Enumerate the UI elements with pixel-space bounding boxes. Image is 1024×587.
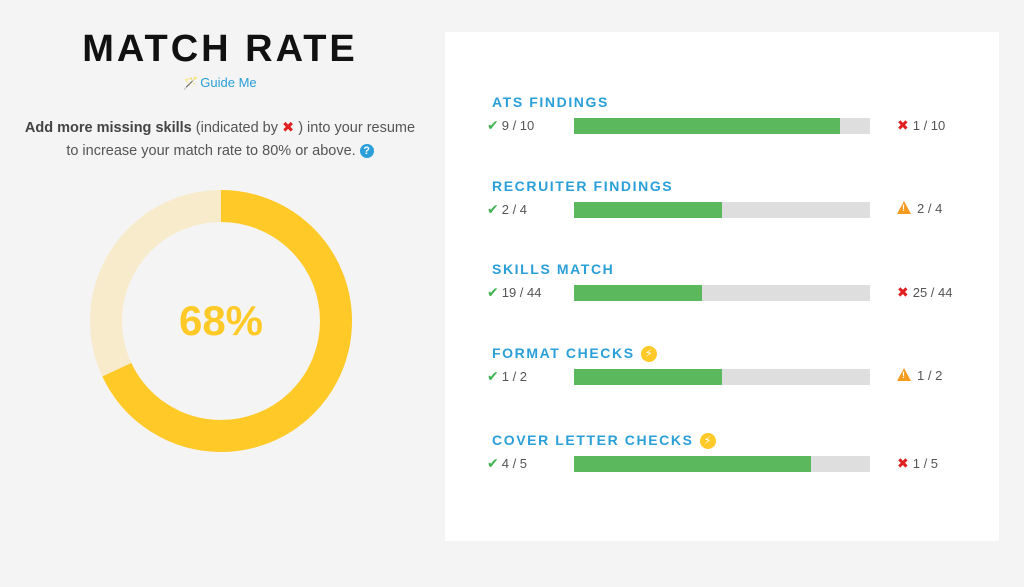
fail-value: 2 / 4 [917, 201, 943, 216]
fail-value: 1 / 10 [912, 118, 946, 133]
pass-count: ✔ 2 / 4 [487, 201, 527, 218]
progress-bar-fill [574, 369, 722, 385]
pass-count: ✔ 19 / 44 [487, 284, 542, 301]
findings-card: ATS FINDINGS ✔ 9 / 10 ✖ 1 / 10 RECRUITER FIND… [445, 32, 999, 541]
section-row: ✔2 / 42 / 4 [485, 199, 985, 219]
progress-bar [574, 202, 870, 218]
section-title-ats[interactable]: ATS FINDINGS [492, 94, 609, 110]
fail-count: ✖ 25 / 44 [897, 284, 953, 301]
section-row: ✔1 / 21 / 2 [485, 366, 985, 386]
progress-bar-fill [574, 285, 702, 301]
donut-chart [90, 190, 352, 452]
progress-bar-fill [574, 456, 811, 472]
section-title-label: SKILLS MATCH [492, 261, 615, 277]
lightning-bolt-icon[interactable]: ⚡ [699, 433, 716, 449]
pass-count: ✔ 4 / 5 [487, 455, 527, 472]
match-rate-description: Add more missing skills (indicated by ✖ … [20, 117, 420, 163]
check-icon: ✔ [487, 201, 499, 217]
section-title-skills[interactable]: SKILLS MATCH [492, 261, 614, 277]
check-icon: ✔ [487, 284, 499, 300]
check-icon: ✔ [487, 455, 499, 471]
pass-count: ✔ 1 / 2 [487, 368, 527, 385]
description-post-icon: ) into your resume to increase your matc… [66, 120, 416, 159]
pass-count: ✔ 9 / 10 [487, 117, 534, 134]
progress-bar [574, 456, 870, 472]
match-rate-panel: MATCH RATE 🪄 Guide Me Add more missing sk… [0, 0, 445, 587]
pass-value: 9 / 10 [501, 118, 535, 133]
pass-value: 1 / 2 [501, 369, 528, 384]
fail-count: ✖ 1 / 10 [897, 117, 945, 134]
description-pre-icon: (indicated by [191, 120, 283, 136]
guide-me-label: Guide Me [200, 75, 257, 90]
section-title-label: COVER LETTER CHECKS [492, 432, 694, 448]
progress-bar-fill [574, 118, 841, 134]
section-row: ✔ 19 / 44 ✖ 25 / 44 [485, 282, 985, 302]
section-row: ✔ 4 / 5 ✖ 1 / 5 [485, 453, 985, 473]
progress-bar [574, 285, 870, 301]
section-title-label: ATS FINDINGS [492, 94, 609, 110]
section-row: ✔ 9 / 10 ✖ 1 / 10 [485, 115, 985, 135]
pass-value: 4 / 5 [501, 456, 528, 471]
section-title-label: FORMAT CHECKS [492, 345, 635, 361]
x-icon: ✖ [897, 117, 909, 133]
check-icon: ✔ [487, 117, 499, 133]
pass-value: 2 / 4 [501, 202, 528, 217]
check-icon: ✔ [487, 368, 499, 384]
page-title: MATCH RATE [82, 28, 358, 70]
progress-bar [574, 369, 870, 385]
section-title-label: RECRUITER FINDINGS [492, 178, 674, 194]
donut-fill [90, 190, 352, 452]
x-icon: ✖ [897, 455, 909, 471]
x-icon: ✖ [282, 120, 295, 136]
fail-value: 25 / 44 [912, 285, 953, 300]
fail-count: 2 / 4 [897, 201, 942, 216]
section-title-recruiter[interactable]: RECRUITER FINDINGS [492, 178, 673, 194]
match-rate-donut: 68% [90, 190, 352, 452]
section-title-format[interactable]: FORMAT CHECKS ⚡ [492, 345, 657, 362]
question-icon[interactable]: ? [359, 144, 374, 158]
section-title-cover[interactable]: COVER LETTER CHECKS ⚡ [492, 432, 716, 449]
fail-value: 1 / 2 [917, 368, 943, 383]
warning-icon [897, 201, 911, 214]
description-bold: Add more missing skills [24, 120, 192, 136]
fail-value: 1 / 5 [912, 456, 939, 471]
fail-count: ✖ 1 / 5 [897, 455, 938, 472]
lightning-bolt-icon[interactable]: ⚡ [640, 346, 657, 362]
guide-me-link[interactable]: 🪄 Guide Me [0, 75, 440, 90]
pass-value: 19 / 44 [501, 285, 542, 300]
magic-wand-icon: 🪄 [183, 76, 199, 90]
match-rate-value: 68% [178, 297, 264, 344]
warning-icon [897, 368, 911, 381]
progress-bar-fill [574, 202, 722, 218]
x-icon: ✖ [897, 284, 909, 300]
fail-count: 1 / 2 [897, 368, 942, 383]
progress-bar [574, 118, 870, 134]
